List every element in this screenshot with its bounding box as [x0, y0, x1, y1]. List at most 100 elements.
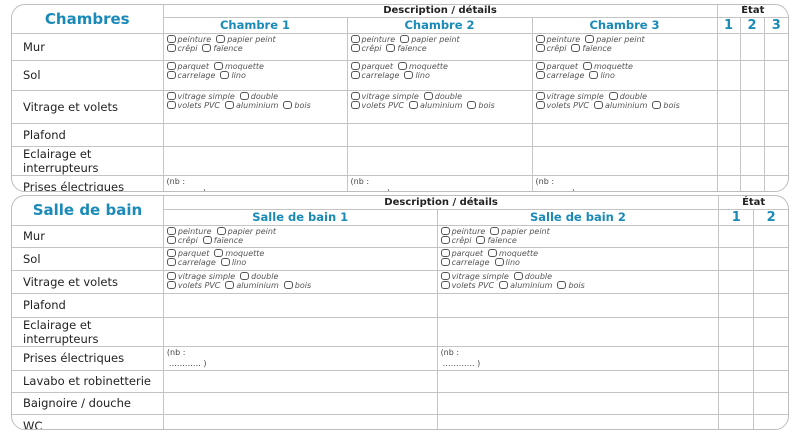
option-checkbox[interactable]: faïence	[476, 236, 517, 246]
description-cell[interactable]: parquet moquette carrelage lino	[162, 59, 348, 91]
option-checkbox[interactable]: papier peint	[216, 34, 276, 45]
etat-cell[interactable]	[753, 413, 788, 429]
option-checkbox[interactable]: vitrage simple	[350, 91, 419, 102]
description-cell[interactable]: (nb : ………… )	[346, 174, 533, 191]
count-field[interactable]: ………… )	[536, 188, 714, 191]
checkbox-icon[interactable]	[166, 271, 176, 280]
option-checkbox[interactable]: double	[240, 271, 278, 282]
option-checkbox[interactable]: moquette	[488, 248, 538, 259]
description-cell[interactable]: (nb : ………… )	[531, 174, 718, 191]
etat-cell[interactable]	[716, 59, 741, 91]
option-checkbox[interactable]: double	[513, 271, 552, 282]
option-checkbox[interactable]: papier peint	[400, 34, 460, 45]
checkbox-icon[interactable]	[166, 61, 176, 70]
description-cell[interactable]: peinture papier peint crêpi faïence	[346, 32, 533, 61]
option-checkbox[interactable]: parquet	[350, 61, 393, 72]
etat-cell[interactable]	[716, 32, 741, 61]
option-checkbox[interactable]: lino	[404, 71, 430, 81]
option-checkbox[interactable]: lino	[494, 258, 520, 268]
checkbox-icon[interactable]	[409, 101, 419, 109]
checkbox-icon[interactable]	[202, 44, 212, 52]
checkbox-icon[interactable]	[283, 101, 293, 109]
description-cell[interactable]	[436, 369, 720, 393]
checkbox-icon[interactable]	[213, 61, 223, 70]
description-cell[interactable]: peinture papier peint crêpi faïence	[531, 32, 718, 61]
checkbox-icon[interactable]	[166, 248, 176, 257]
etat-cell[interactable]	[763, 59, 788, 91]
option-checkbox[interactable]: parquet	[166, 61, 209, 72]
description-cell[interactable]: vitrage simple double volets PVC aluminium b…	[436, 269, 720, 294]
checkbox-icon[interactable]	[166, 236, 176, 244]
checkbox-icon[interactable]	[499, 281, 509, 289]
etat-cell[interactable]	[763, 145, 788, 176]
option-checkbox[interactable]: papier peint	[490, 226, 550, 237]
checkbox-icon[interactable]	[557, 281, 567, 289]
checkbox-icon[interactable]	[216, 226, 226, 235]
description-cell[interactable]: vitrage simple double volets PVC aluminium b…	[162, 89, 348, 124]
option-checkbox[interactable]: volets PVC	[350, 101, 404, 111]
checkbox-icon[interactable]	[166, 44, 176, 52]
option-checkbox[interactable]: volets PVC	[440, 281, 494, 291]
etat-cell[interactable]	[739, 89, 765, 124]
etat-cell[interactable]	[716, 122, 741, 147]
etat-cell[interactable]	[718, 224, 755, 248]
description-cell[interactable]: peinture papier peint crêpi faïence	[436, 224, 720, 248]
option-checkbox[interactable]: aluminium	[499, 281, 552, 291]
description-cell[interactable]	[346, 122, 533, 147]
etat-cell[interactable]	[718, 345, 755, 371]
option-checkbox[interactable]: faïence	[571, 44, 612, 54]
checkbox-icon[interactable]	[216, 34, 226, 43]
checkbox-icon[interactable]	[240, 271, 250, 280]
checkbox-icon[interactable]	[582, 61, 592, 70]
option-checkbox[interactable]: aluminium	[225, 101, 278, 111]
checkbox-icon[interactable]	[535, 71, 545, 79]
option-checkbox[interactable]: bois	[283, 101, 311, 111]
option-checkbox[interactable]: faïence	[202, 44, 243, 54]
checkbox-icon[interactable]	[400, 34, 410, 43]
checkbox-icon[interactable]	[535, 61, 545, 70]
etat-cell[interactable]	[753, 391, 788, 415]
option-checkbox[interactable]: bois	[652, 101, 680, 111]
checkbox-icon[interactable]	[594, 101, 604, 109]
option-checkbox[interactable]: carrelage	[440, 258, 490, 268]
option-checkbox[interactable]: peinture	[350, 34, 395, 45]
option-checkbox[interactable]: peinture	[535, 34, 580, 45]
option-checkbox[interactable]: carrelage	[535, 71, 584, 81]
checkbox-icon[interactable]	[467, 101, 477, 109]
description-cell[interactable]	[162, 292, 438, 318]
checkbox-icon[interactable]	[488, 248, 498, 257]
option-checkbox[interactable]: carrelage	[166, 258, 216, 268]
checkbox-icon[interactable]	[220, 71, 230, 79]
checkbox-icon[interactable]	[440, 226, 450, 235]
count-field[interactable]: ………… )	[168, 359, 207, 368]
etat-cell[interactable]	[763, 174, 788, 191]
checkbox-icon[interactable]	[440, 236, 450, 244]
description-cell[interactable]	[436, 292, 720, 318]
checkbox-icon[interactable]	[166, 101, 176, 109]
option-checkbox[interactable]: crêpi	[535, 44, 566, 54]
option-checkbox[interactable]: peinture	[166, 34, 211, 45]
etat-cell[interactable]	[753, 269, 788, 294]
etat-cell[interactable]	[739, 122, 765, 147]
checkbox-icon[interactable]	[166, 281, 176, 289]
checkbox-icon[interactable]	[652, 101, 662, 109]
description-cell[interactable]: parquet moquette carrelage lino	[436, 246, 720, 271]
etat-cell[interactable]	[716, 145, 741, 176]
description-cell[interactable]	[436, 391, 720, 415]
checkbox-icon[interactable]	[350, 44, 360, 52]
checkbox-icon[interactable]	[535, 44, 545, 52]
option-checkbox[interactable]: aluminium	[594, 101, 647, 111]
checkbox-icon[interactable]	[535, 101, 545, 109]
checkbox-icon[interactable]	[202, 236, 212, 244]
option-checkbox[interactable]: peinture	[440, 226, 485, 237]
option-checkbox[interactable]: bois	[467, 101, 495, 111]
description-cell[interactable]: vitrage simple double volets PVC aluminium b…	[162, 269, 438, 294]
checkbox-icon[interactable]	[166, 34, 176, 43]
option-checkbox[interactable]: vitrage simple	[440, 271, 509, 282]
checkbox-icon[interactable]	[589, 71, 599, 79]
option-checkbox[interactable]: double	[608, 91, 647, 102]
option-checkbox[interactable]: moquette	[582, 61, 633, 72]
option-checkbox[interactable]: moquette	[214, 248, 264, 259]
etat-cell[interactable]	[753, 316, 788, 347]
count-field[interactable]: ………… )	[167, 188, 344, 191]
